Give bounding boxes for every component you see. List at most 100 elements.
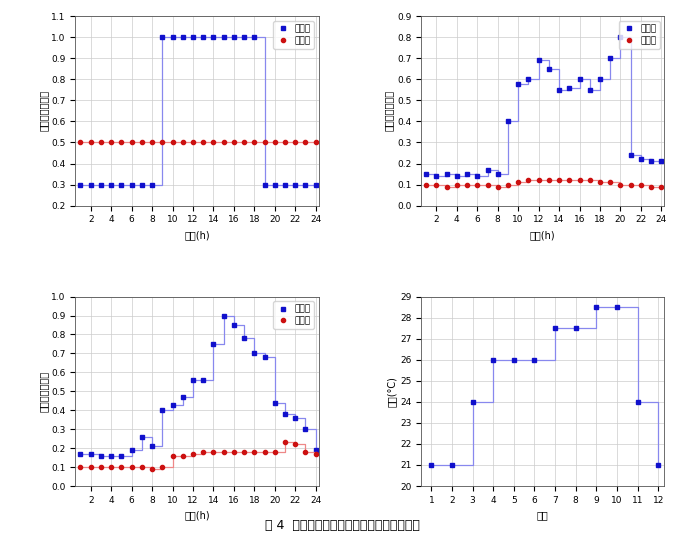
节假日 (271, 449, 279, 455)
节假日 (148, 465, 156, 472)
节假日 (199, 449, 208, 455)
Line: 节假日: 节假日 (78, 140, 318, 145)
工作日 (473, 173, 482, 179)
节假日 (494, 184, 502, 190)
节假日 (148, 139, 156, 146)
工作日 (229, 322, 238, 328)
工作日 (199, 34, 208, 40)
节假日 (220, 449, 228, 455)
工作日 (210, 34, 218, 40)
节假日 (301, 449, 310, 455)
节假日 (443, 184, 451, 190)
工作日 (271, 181, 279, 188)
节假日 (138, 464, 146, 470)
工作日 (107, 181, 115, 188)
Legend: 工作日, 节假日: 工作日, 节假日 (619, 21, 660, 49)
工作日 (606, 55, 614, 62)
工作日 (86, 450, 95, 457)
节假日 (658, 184, 666, 190)
节假日 (86, 139, 95, 146)
节假日 (240, 449, 248, 455)
工作日 (138, 181, 146, 188)
工作日 (463, 171, 471, 177)
节假日 (473, 181, 482, 188)
工作日 (179, 394, 187, 400)
工作日 (565, 85, 573, 91)
Line: 工作日: 工作日 (424, 35, 664, 178)
节假日 (229, 139, 238, 146)
Y-axis label: 人员密度时间表: 人员密度时间表 (38, 90, 49, 131)
节假日 (281, 439, 289, 446)
工作日 (586, 86, 594, 93)
节假日 (422, 181, 430, 188)
节假日 (76, 464, 84, 470)
节假日 (107, 139, 115, 146)
节假日 (575, 177, 584, 184)
工作日 (281, 411, 289, 417)
工作日 (647, 158, 656, 165)
工作日 (596, 76, 604, 83)
Y-axis label: 灯光密度时间表: 灯光密度时间表 (38, 371, 49, 412)
工作日 (210, 341, 218, 347)
X-axis label: 月份: 月份 (537, 510, 549, 520)
节假日 (281, 139, 289, 146)
节假日 (158, 139, 166, 146)
节假日 (504, 181, 512, 188)
节假日 (463, 181, 471, 188)
工作日 (189, 377, 197, 383)
工作日 (220, 312, 228, 319)
工作日 (229, 34, 238, 40)
节假日 (260, 449, 269, 455)
工作日 (432, 173, 440, 179)
工作日 (158, 407, 166, 414)
工作日 (148, 443, 156, 449)
工作日 (158, 34, 166, 40)
工作日 (117, 453, 125, 459)
工作日 (291, 415, 299, 421)
节假日 (637, 181, 645, 188)
工作日 (555, 86, 563, 93)
Text: 图 4  建筑内扰时间表及室内温度设定时间表: 图 4 建筑内扰时间表及室内温度设定时间表 (265, 519, 420, 532)
工作日 (260, 181, 269, 188)
节假日 (97, 139, 105, 146)
节假日 (432, 181, 440, 188)
节假日 (616, 181, 625, 188)
节假日 (291, 441, 299, 448)
工作日 (250, 34, 258, 40)
X-axis label: 时间(h): 时间(h) (184, 230, 210, 240)
工作日 (534, 57, 543, 64)
节假日 (179, 453, 187, 459)
节假日 (107, 464, 115, 470)
节假日 (545, 177, 553, 184)
工作日 (514, 80, 522, 87)
工作日 (127, 447, 136, 453)
节假日 (229, 449, 238, 455)
工作日 (86, 181, 95, 188)
节假日 (312, 139, 320, 146)
工作日 (250, 350, 258, 356)
工作日 (658, 158, 666, 165)
节假日 (271, 139, 279, 146)
节假日 (179, 139, 187, 146)
工作日 (484, 167, 492, 173)
节假日 (301, 139, 310, 146)
工作日 (443, 171, 451, 177)
工作日 (148, 181, 156, 188)
节假日 (647, 184, 656, 190)
工作日 (138, 434, 146, 440)
节假日 (291, 139, 299, 146)
工作日 (169, 34, 177, 40)
工作日 (189, 34, 197, 40)
节假日 (220, 139, 228, 146)
工作日 (240, 335, 248, 341)
节假日 (484, 181, 492, 188)
工作日 (260, 354, 269, 360)
工作日 (281, 181, 289, 188)
工作日 (422, 171, 430, 177)
工作日 (627, 152, 635, 158)
节假日 (117, 139, 125, 146)
工作日 (575, 76, 584, 83)
节假日 (260, 139, 269, 146)
Line: 节假日: 节假日 (78, 440, 318, 471)
Y-axis label: 温度(°C): 温度(°C) (387, 376, 397, 407)
